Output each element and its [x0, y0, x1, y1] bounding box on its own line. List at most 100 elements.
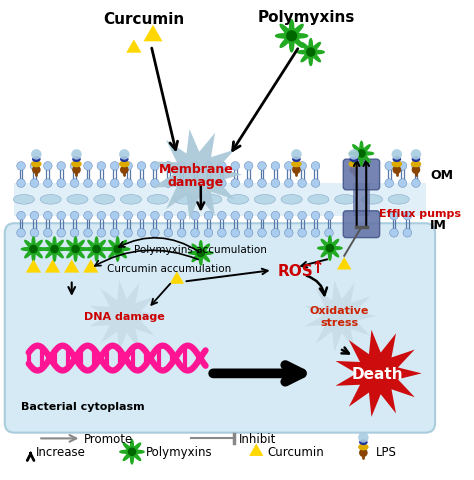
Circle shape	[292, 166, 301, 175]
Circle shape	[137, 162, 146, 171]
Circle shape	[177, 229, 186, 238]
Circle shape	[110, 180, 119, 188]
Polygon shape	[317, 236, 343, 262]
Ellipse shape	[40, 195, 61, 204]
Circle shape	[137, 180, 146, 188]
Circle shape	[110, 229, 119, 238]
Circle shape	[70, 180, 79, 188]
Ellipse shape	[411, 157, 420, 163]
Circle shape	[392, 166, 401, 175]
Circle shape	[271, 162, 280, 171]
Text: Curcumin: Curcumin	[103, 12, 184, 27]
Polygon shape	[297, 39, 325, 67]
Polygon shape	[336, 330, 422, 417]
Circle shape	[231, 229, 239, 238]
Circle shape	[84, 229, 92, 238]
Text: ↑: ↑	[311, 259, 325, 276]
Polygon shape	[144, 26, 163, 42]
Circle shape	[30, 212, 39, 220]
Circle shape	[204, 162, 213, 171]
Circle shape	[120, 166, 128, 175]
Circle shape	[284, 180, 293, 188]
Polygon shape	[45, 260, 60, 273]
Polygon shape	[275, 20, 309, 53]
Text: stress: stress	[320, 317, 358, 327]
FancyBboxPatch shape	[343, 160, 380, 191]
Circle shape	[306, 48, 316, 58]
Circle shape	[204, 180, 213, 188]
Text: Oxidative: Oxidative	[310, 306, 369, 316]
Circle shape	[411, 180, 420, 188]
Ellipse shape	[358, 444, 369, 450]
Circle shape	[271, 180, 280, 188]
Ellipse shape	[32, 157, 41, 163]
Circle shape	[44, 212, 52, 220]
Ellipse shape	[349, 157, 358, 163]
Circle shape	[357, 150, 366, 158]
Circle shape	[177, 180, 186, 188]
Circle shape	[284, 162, 293, 171]
Circle shape	[191, 229, 200, 238]
Circle shape	[258, 162, 266, 171]
Circle shape	[271, 212, 280, 220]
Circle shape	[392, 150, 402, 160]
Circle shape	[258, 212, 266, 220]
Circle shape	[124, 180, 132, 188]
Circle shape	[218, 162, 226, 171]
Circle shape	[57, 212, 65, 220]
Polygon shape	[249, 444, 264, 456]
Circle shape	[244, 180, 253, 188]
Circle shape	[97, 180, 106, 188]
Text: LPS: LPS	[376, 445, 397, 458]
Polygon shape	[26, 260, 41, 273]
Ellipse shape	[67, 195, 88, 204]
Circle shape	[164, 180, 173, 188]
Circle shape	[244, 162, 253, 171]
Text: Efflux pumps: Efflux pumps	[379, 208, 461, 218]
Text: Increase: Increase	[36, 445, 86, 458]
Polygon shape	[64, 260, 79, 273]
Circle shape	[151, 162, 159, 171]
Ellipse shape	[362, 195, 383, 204]
Text: Death: Death	[352, 366, 403, 381]
Circle shape	[30, 229, 39, 238]
Circle shape	[398, 180, 407, 188]
Circle shape	[71, 150, 82, 160]
Circle shape	[32, 166, 41, 175]
Polygon shape	[83, 260, 99, 273]
Polygon shape	[20, 237, 46, 263]
Circle shape	[218, 180, 226, 188]
Circle shape	[325, 212, 333, 220]
Circle shape	[326, 244, 334, 253]
Circle shape	[311, 162, 320, 171]
Ellipse shape	[94, 195, 115, 204]
Text: Polymyxins accumulation: Polymyxins accumulation	[134, 244, 267, 254]
Circle shape	[191, 212, 200, 220]
Circle shape	[244, 229, 253, 238]
Circle shape	[403, 212, 411, 220]
Text: Bacterial cytoplasm: Bacterial cytoplasm	[21, 401, 145, 411]
Circle shape	[177, 212, 186, 220]
Circle shape	[390, 212, 398, 220]
Circle shape	[390, 229, 398, 238]
Polygon shape	[90, 280, 161, 352]
Circle shape	[124, 162, 132, 171]
Polygon shape	[84, 237, 109, 263]
Circle shape	[286, 31, 297, 42]
Ellipse shape	[120, 157, 128, 163]
Circle shape	[197, 249, 205, 258]
Circle shape	[124, 212, 132, 220]
Ellipse shape	[120, 195, 142, 204]
Circle shape	[70, 162, 79, 171]
Ellipse shape	[119, 161, 129, 168]
Circle shape	[385, 162, 393, 171]
Ellipse shape	[281, 195, 302, 204]
Circle shape	[84, 180, 92, 188]
Circle shape	[44, 180, 52, 188]
Text: OM: OM	[430, 168, 453, 181]
Circle shape	[385, 180, 393, 188]
Circle shape	[218, 229, 226, 238]
Circle shape	[411, 166, 420, 175]
Circle shape	[298, 162, 307, 171]
Ellipse shape	[392, 157, 401, 163]
